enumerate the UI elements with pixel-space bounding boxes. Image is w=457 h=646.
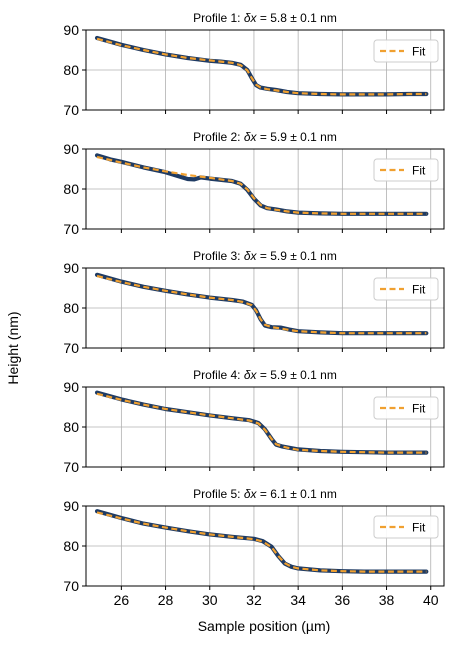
x-tick-label: 30: [202, 592, 218, 608]
y-tick-label: 80: [63, 300, 79, 316]
panel-title-suffix: = 6.1 ± 0.1 nm: [257, 487, 337, 501]
panel-title-suffix: = 5.9 ± 0.1 nm: [257, 368, 337, 382]
panel-title-prefix: Profile 1:: [193, 11, 244, 25]
y-tick-label: 80: [63, 419, 79, 435]
panel-title-suffix: = 5.9 ± 0.1 nm: [257, 249, 337, 263]
y-axis-label: Height (nm): [5, 311, 21, 384]
legend-fit-label: Fit: [412, 45, 426, 59]
y-tick-label: 90: [63, 498, 79, 514]
y-tick-label: 90: [63, 22, 79, 38]
panel-title-symbol: δx: [244, 368, 258, 382]
panel-title-prefix: Profile 2:: [193, 130, 244, 144]
panel-title-prefix: Profile 5:: [193, 487, 244, 501]
profile-panel-1: Profile 1: δx = 5.8 ± 0.1 nm 70 80 90 Fit: [63, 11, 445, 118]
y-tick-label: 90: [63, 260, 79, 276]
panel-title-symbol: δx: [244, 487, 258, 501]
panel-title-symbol: δx: [244, 249, 258, 263]
fit-line: [96, 392, 427, 454]
legend-box: [373, 39, 439, 63]
y-tick-label: 70: [63, 578, 79, 594]
y-tick-label: 70: [63, 221, 79, 237]
y-tick-label: 80: [63, 181, 79, 197]
y-tick-label: 80: [63, 62, 79, 78]
panel-title-prefix: Profile 4:: [193, 368, 244, 382]
legend-fit-label: Fit: [412, 283, 426, 297]
legend-fit-label: Fit: [412, 164, 426, 178]
legend-box: [373, 158, 439, 182]
panel-title: Profile 1: δx = 5.8 ± 0.1 nm: [193, 11, 337, 25]
x-tick-label: 40: [423, 592, 439, 608]
y-tick-label: 90: [63, 141, 79, 157]
y-tick-label: 80: [63, 538, 79, 554]
panel-title: Profile 5: δx = 6.1 ± 0.1 nm: [193, 487, 337, 501]
y-tick-label: 70: [63, 102, 79, 118]
legend-box: [373, 396, 439, 420]
panel-title-suffix: = 5.8 ± 0.1 nm: [257, 11, 337, 25]
x-axis-label: Sample position (µm): [198, 618, 331, 634]
profile-panel-4: Profile 4: δx = 5.9 ± 0.1 nm 70 80 90 Fit: [63, 368, 445, 475]
profile-panel-2: Profile 2: δx = 5.9 ± 0.1 nm 70 80 90 Fit: [63, 130, 445, 237]
legend-fit-label: Fit: [412, 521, 426, 535]
profile-panel-5: Profile 5: δx = 6.1 ± 0.1 nm 26 28 30 32 34 36…: [63, 487, 445, 608]
fit-line: [96, 37, 427, 96]
panel-title-symbol: δx: [244, 11, 258, 25]
x-tick-label: 26: [114, 592, 130, 608]
x-tick-label: 36: [335, 592, 351, 608]
y-tick-label: 90: [63, 379, 79, 395]
legend-fit-label: Fit: [412, 402, 426, 416]
fit-line: [96, 155, 427, 215]
x-tick-label: 32: [246, 592, 262, 608]
x-tick-label: 34: [290, 592, 306, 608]
legend-box: [373, 277, 439, 301]
panel-title-symbol: δx: [244, 130, 258, 144]
panel-title-suffix: = 5.9 ± 0.1 nm: [257, 130, 337, 144]
panel-title: Profile 4: δx = 5.9 ± 0.1 nm: [193, 368, 337, 382]
y-tick-label: 70: [63, 340, 79, 356]
panel-title: Profile 2: δx = 5.9 ± 0.1 nm: [193, 130, 337, 144]
legend-box: [373, 515, 439, 539]
x-tick-label: 38: [379, 592, 395, 608]
panel-title-prefix: Profile 3:: [193, 249, 244, 263]
profile-panel-3: Profile 3: δx = 5.9 ± 0.1 nm 70 80 90 Fit: [63, 249, 445, 356]
fit-line: [96, 274, 427, 335]
panel-title: Profile 3: δx = 5.9 ± 0.1 nm: [193, 249, 337, 263]
fit-line: [96, 511, 427, 573]
y-tick-label: 70: [63, 459, 79, 475]
x-tick-label: 28: [158, 592, 174, 608]
